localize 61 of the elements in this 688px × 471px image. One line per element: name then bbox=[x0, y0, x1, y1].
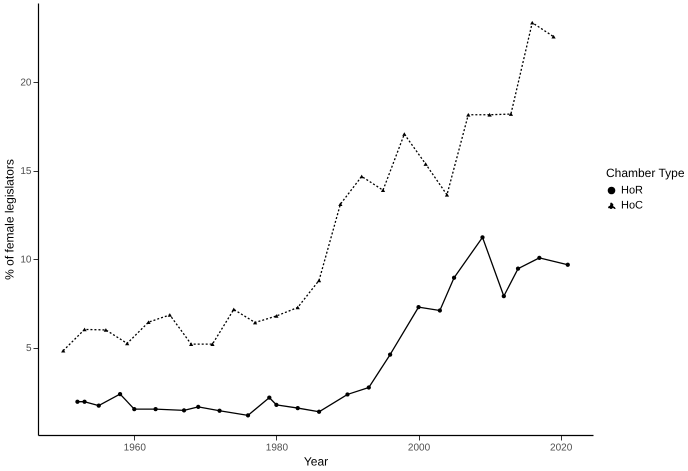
line-series bbox=[61, 20, 556, 353]
point bbox=[232, 308, 236, 312]
point bbox=[316, 278, 322, 282]
point bbox=[118, 392, 122, 396]
point bbox=[508, 112, 514, 116]
point bbox=[516, 266, 520, 271]
point bbox=[217, 408, 222, 413]
point bbox=[274, 402, 279, 408]
x-tick-label: 2020 bbox=[550, 442, 573, 454]
point bbox=[189, 342, 194, 346]
point bbox=[338, 202, 342, 206]
legend-title: Chamber Type bbox=[606, 166, 685, 180]
point bbox=[530, 20, 534, 24]
y-tick-label: 5 bbox=[26, 343, 32, 354]
point bbox=[444, 192, 450, 197]
point bbox=[267, 396, 272, 400]
point bbox=[416, 305, 421, 310]
point bbox=[96, 403, 101, 408]
point bbox=[274, 314, 279, 318]
point bbox=[424, 162, 428, 166]
point bbox=[153, 407, 158, 412]
x-tick-label: 1980 bbox=[266, 442, 288, 454]
point bbox=[146, 320, 151, 324]
point bbox=[466, 112, 470, 117]
point bbox=[345, 392, 350, 397]
point bbox=[502, 294, 506, 298]
point bbox=[480, 235, 485, 240]
point bbox=[132, 407, 136, 412]
point bbox=[125, 342, 130, 346]
x-tick-label: 1960 bbox=[124, 442, 146, 454]
point bbox=[487, 112, 492, 117]
point bbox=[438, 308, 442, 313]
x-tick-label: 2000 bbox=[408, 442, 431, 454]
point bbox=[551, 34, 556, 38]
point bbox=[252, 320, 258, 324]
point bbox=[452, 276, 456, 280]
y-axis-title: % of female legislators bbox=[2, 159, 16, 280]
point bbox=[182, 408, 186, 412]
y-tick-label: 10 bbox=[20, 254, 32, 266]
point bbox=[104, 328, 108, 332]
y-tick-label: 15 bbox=[20, 166, 32, 178]
point bbox=[75, 400, 80, 404]
point bbox=[196, 404, 200, 409]
point bbox=[316, 410, 322, 414]
y-tick-label: 20 bbox=[20, 77, 32, 88]
x-axis-title: Year bbox=[304, 454, 328, 468]
point bbox=[388, 352, 392, 357]
point bbox=[296, 306, 300, 310]
point bbox=[296, 406, 300, 410]
legend-label: HoR bbox=[621, 184, 644, 196]
point bbox=[82, 400, 87, 404]
point bbox=[366, 385, 371, 390]
point bbox=[61, 348, 66, 353]
point bbox=[246, 413, 250, 418]
legend-label: HoC bbox=[621, 200, 644, 212]
point bbox=[210, 342, 215, 346]
point bbox=[566, 262, 570, 267]
point bbox=[537, 256, 542, 260]
point bbox=[380, 188, 386, 192]
point bbox=[82, 328, 87, 332]
point bbox=[402, 132, 406, 136]
